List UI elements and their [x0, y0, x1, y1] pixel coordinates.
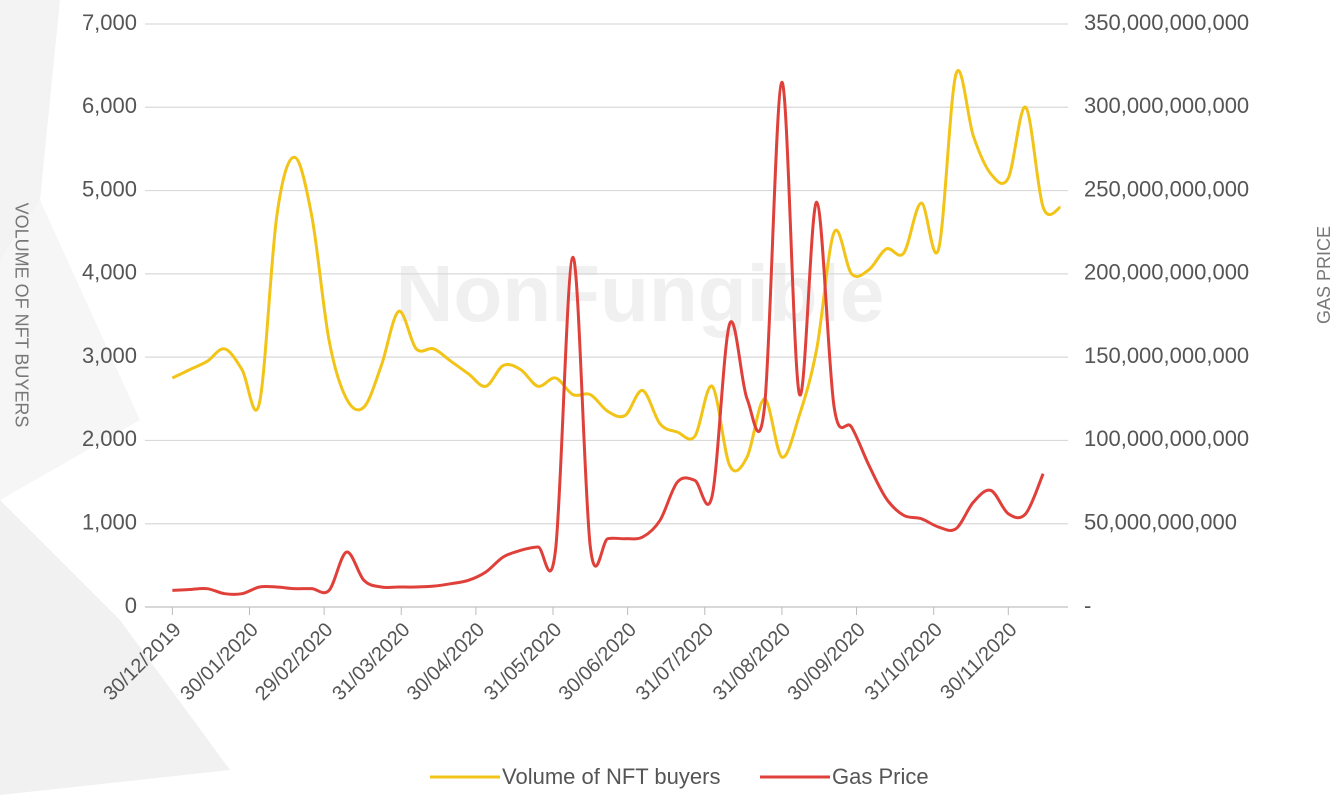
y2-tick-label: 350,000,000,000	[1084, 10, 1249, 35]
y2-tick-label: 300,000,000,000	[1084, 93, 1249, 118]
x-tick-label: 31/08/2020	[709, 619, 795, 705]
y2-tick-label: 150,000,000,000	[1084, 343, 1249, 368]
y-axis-title: VOLUME OF NFT BUYERS	[11, 203, 31, 428]
y-tick-label: 4,000	[82, 260, 137, 285]
x-tick-label: 31/07/2020	[632, 619, 718, 705]
y2-axis-title: GAS PRICE	[1314, 226, 1334, 324]
y2-tick-label: -	[1084, 593, 1091, 618]
y-tick-label: 1,000	[82, 510, 137, 535]
legend-label: Gas Price	[832, 764, 929, 789]
y-tick-label: 3,000	[82, 343, 137, 368]
y-tick-label: 6,000	[82, 93, 137, 118]
x-tick-label: 31/03/2020	[328, 619, 414, 705]
y-tick-label: 2,000	[82, 426, 137, 451]
x-tick-label: 30/06/2020	[555, 619, 641, 705]
y2-tick-label: 250,000,000,000	[1084, 176, 1249, 201]
x-tick-label: 30/09/2020	[783, 619, 869, 705]
background-shape	[0, 500, 230, 795]
y-tick-label: 0	[125, 593, 137, 618]
watermark: NonFungible	[396, 249, 885, 338]
x-tick-label: 31/10/2020	[861, 619, 947, 705]
y2-tick-label: 100,000,000,000	[1084, 426, 1249, 451]
series-line	[171, 69, 1062, 473]
background-shape	[0, 0, 60, 260]
y-tick-label: 5,000	[82, 176, 137, 201]
legend-label: Volume of NFT buyers	[502, 764, 720, 789]
x-tick-label: 30/11/2020	[936, 619, 1021, 704]
background-shape	[0, 200, 140, 500]
x-tick-label: 30/04/2020	[403, 619, 489, 705]
y2-tick-label: 200,000,000,000	[1084, 260, 1249, 285]
x-tick-label: 29/02/2020	[251, 619, 337, 705]
y2-tick-label: 50,000,000,000	[1084, 510, 1237, 535]
y-tick-label: 7,000	[82, 10, 137, 35]
x-tick-label: 30/01/2020	[176, 619, 262, 705]
x-tick-label: 31/05/2020	[480, 619, 566, 705]
series-line	[172, 80, 1045, 596]
